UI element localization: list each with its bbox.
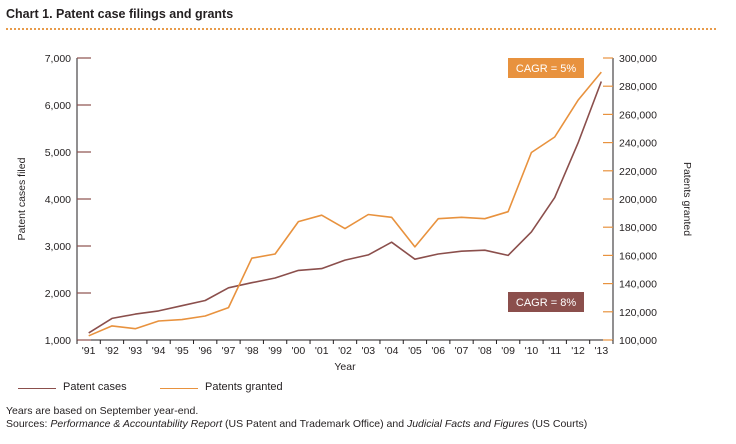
x-axis-title: Year — [334, 361, 356, 373]
chart-axes: 1,000 2,000 3,000 4,000 5,000 6,000 7,000 100,0… — [16, 53, 693, 373]
x-tick-label: '94 — [152, 345, 166, 357]
x-tick-label: '96 — [198, 345, 212, 357]
cagr-badge-box — [508, 58, 584, 78]
legend-swatch-patents-granted — [160, 388, 198, 389]
y-axis-left-title: Patent cases filed — [16, 157, 28, 240]
note-sources: Sources: Performance & Accountability Re… — [6, 418, 587, 431]
x-tick-label: '09 — [501, 345, 515, 357]
x-tick-label: '07 — [455, 345, 469, 357]
y-right-tick-label: 220,000 — [619, 166, 657, 178]
chart-notes: Years are based on September year-end. S… — [6, 405, 587, 431]
legend-swatch-patent-cases — [18, 388, 56, 389]
x-tick-label: '99 — [268, 345, 282, 357]
y-right-tick-label: 280,000 — [619, 81, 657, 93]
x-tick-label: '93 — [128, 345, 142, 357]
x-tick-label: '95 — [175, 345, 189, 357]
y-right-tick-label: 140,000 — [619, 279, 657, 291]
series-line-patents-granted — [88, 71, 602, 337]
source-2-org: (US Courts) — [528, 418, 588, 430]
sources-prefix: Sources: — [6, 418, 51, 430]
y-right-tick-label: 200,000 — [619, 194, 657, 206]
y-right-tick-label: 160,000 — [619, 250, 657, 262]
y-right-tick-label: 100,000 — [619, 335, 657, 347]
y-right-tick-label: 300,000 — [619, 53, 657, 65]
x-tick-label: '05 — [408, 345, 422, 357]
y-left-tick-label: 3,000 — [45, 241, 71, 253]
y-left-tick-label: 6,000 — [45, 100, 71, 112]
y-right-tick-label: 180,000 — [619, 222, 657, 234]
source-2-title: Judicial Facts and Figures — [406, 418, 529, 430]
legend-label-patents-granted: Patents granted — [205, 381, 283, 393]
y-right-tick-label: 260,000 — [619, 109, 657, 121]
cagr-badge: CAGR = 5% — [508, 58, 584, 78]
x-tick-label: '08 — [478, 345, 492, 357]
y-left-tick-label: 1,000 — [45, 335, 71, 347]
y-left-tick-label: 2,000 — [45, 288, 71, 300]
x-tick-label: '00 — [292, 345, 306, 357]
x-tick-label: '98 — [245, 345, 259, 357]
x-tick-label: '12 — [571, 345, 585, 357]
source-1-org: (US Patent and Trademark Office) and — [222, 418, 407, 430]
cagr-badge: CAGR = 8% — [508, 292, 584, 312]
x-tick-label: '04 — [385, 345, 399, 357]
y-right-tick-label: 240,000 — [619, 138, 657, 150]
cagr-badge-label: CAGR = 8% — [516, 297, 576, 309]
chart-lines — [88, 71, 603, 337]
note-year-basis: Years are based on September year-end. — [6, 405, 199, 417]
source-1-title: Performance & Accountability Report — [50, 418, 223, 430]
x-tick-label: '01 — [315, 345, 329, 357]
legend-label-patent-cases: Patent cases — [63, 381, 127, 393]
x-tick-label: '03 — [361, 345, 375, 357]
chart-title: Chart 1. Patent case filings and grants — [6, 7, 234, 21]
x-tick-label: '11 — [548, 345, 561, 357]
x-tick-label: '02 — [338, 345, 352, 357]
y-left-tick-label: 7,000 — [45, 53, 71, 65]
cagr-badge-label: CAGR = 5% — [516, 63, 576, 75]
x-tick-label: '10 — [525, 345, 539, 357]
y-left-tick-label: 4,000 — [45, 194, 71, 206]
x-tick-label: '91 — [82, 345, 96, 357]
x-tick-label: '13 — [595, 345, 609, 357]
y-right-tick-label: 120,000 — [619, 307, 657, 319]
title-divider — [6, 28, 716, 30]
chart-area: 1,000 2,000 3,000 4,000 5,000 6,000 7,000 100,0… — [16, 53, 693, 373]
cagr-badge-box — [508, 292, 584, 312]
y-left-tick-label: 5,000 — [45, 147, 71, 159]
x-tick-label: '97 — [222, 345, 236, 357]
y-axis-right-title: Patents granted — [681, 162, 693, 236]
x-tick-label: '06 — [431, 345, 445, 357]
x-tick-label: '92 — [105, 345, 119, 357]
series-line-patent-cases — [88, 81, 603, 334]
chart-annotations: CAGR = 5% CAGR = 8% — [508, 58, 584, 312]
